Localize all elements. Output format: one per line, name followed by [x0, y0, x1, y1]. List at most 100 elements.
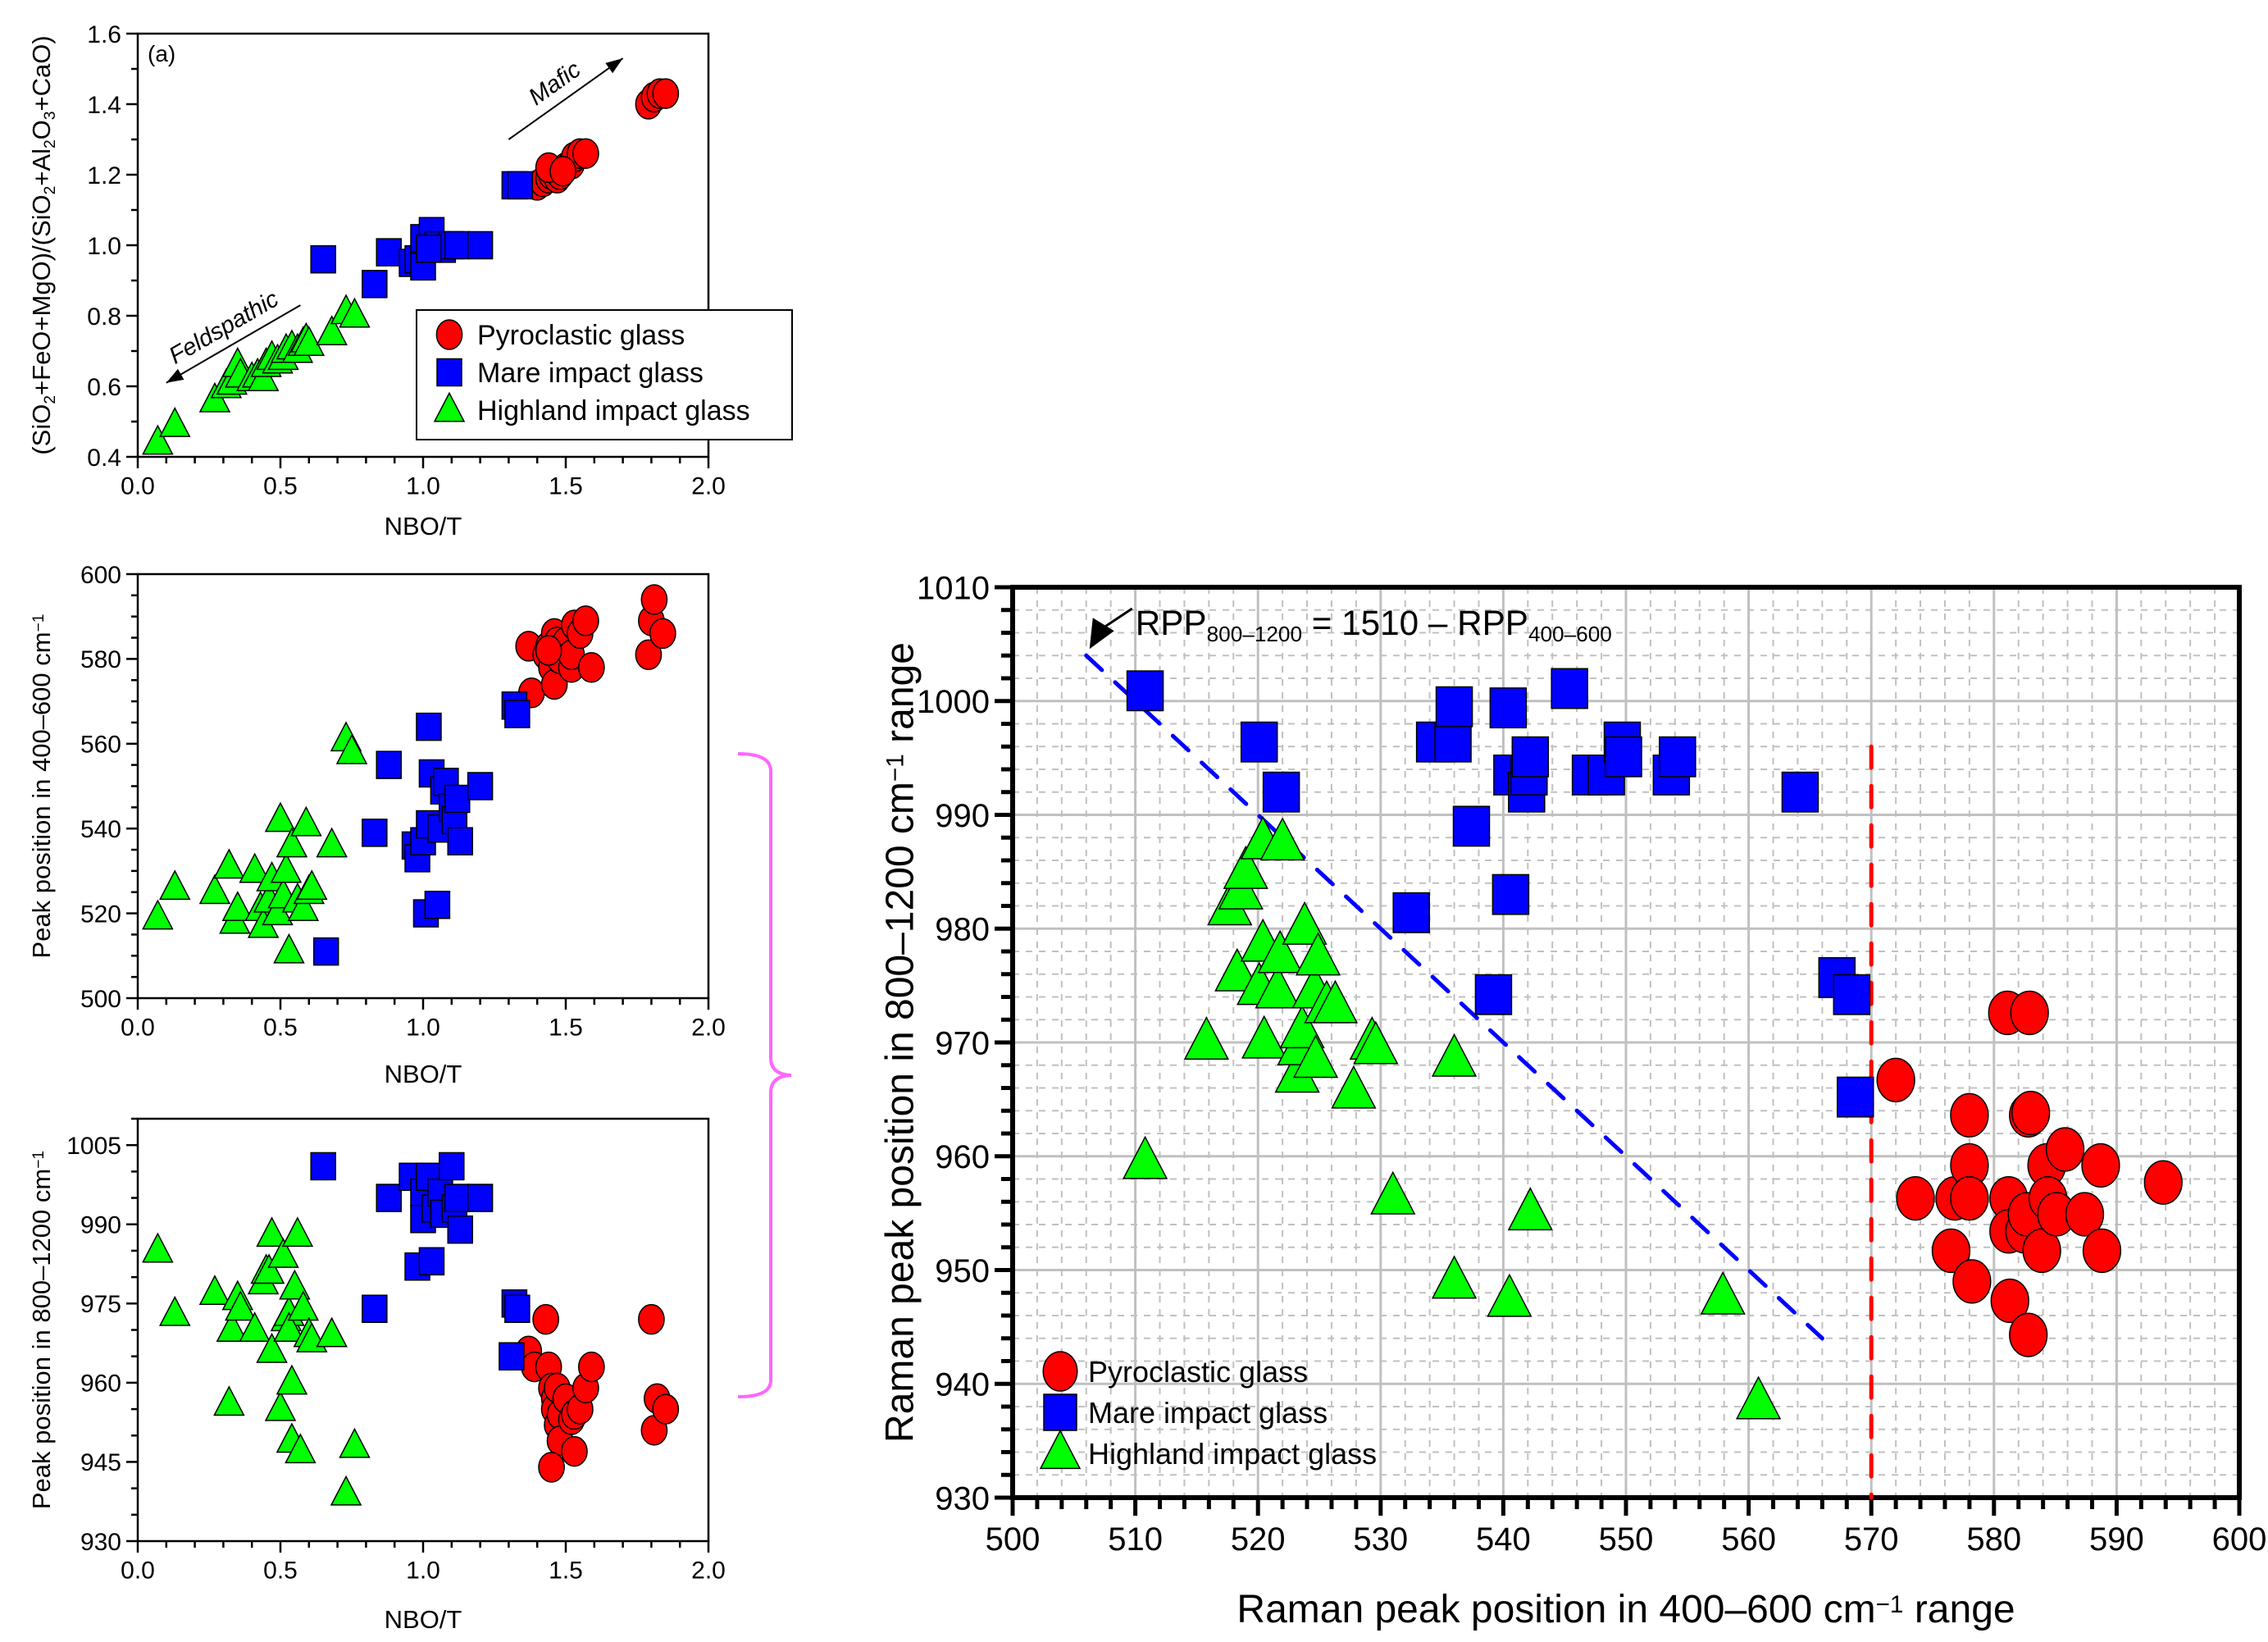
mare-point — [1511, 736, 1550, 778]
x-tick-label: 2.0 — [691, 473, 726, 500]
mare-point — [444, 1184, 471, 1212]
highland-point — [290, 805, 322, 837]
mare-point — [507, 171, 534, 200]
axis-ticks: 0.0 0.5 1.0 1.5 2.0 930 945 960 975 990 1005 — [66, 1117, 726, 1585]
y-axis-title: Raman peak position in 800–1200 cm−1 ran… — [878, 642, 922, 1443]
mare-point — [312, 937, 339, 966]
mare-point — [504, 700, 531, 728]
series-highland — [142, 721, 368, 964]
y-axis-title-part: +CaO) — [27, 35, 56, 111]
y-axis-title-part: Raman peak position in 800–1200 cm — [878, 782, 922, 1443]
series-mare — [1126, 668, 1874, 1118]
mare-point — [499, 1342, 525, 1371]
highland-point — [279, 1269, 311, 1300]
mare-point — [362, 270, 388, 299]
x-tick-label: 510 — [1108, 1521, 1163, 1558]
y-axis-title-part: O — [27, 120, 56, 139]
highland-point — [1241, 1015, 1287, 1059]
highland-point — [142, 424, 174, 455]
annotation-arrow — [166, 304, 301, 384]
pyroclastic-point — [1990, 1278, 2029, 1324]
regression-line — [1084, 653, 1824, 1341]
pyroclastic-point — [2143, 1160, 2183, 1205]
y-axis-title-part: Peak position in 400–600 cm — [27, 632, 56, 958]
y-tick-label: 580 — [80, 646, 121, 673]
mare-point — [310, 244, 336, 274]
pyroclastic-point — [638, 1303, 665, 1335]
x-tick-label: 2.0 — [691, 1558, 726, 1585]
pyroclastic-point — [549, 155, 576, 187]
pyroclastic-point — [538, 1452, 565, 1483]
mare-point — [1434, 721, 1472, 763]
highland-point — [273, 933, 305, 964]
highland-point — [273, 1311, 305, 1343]
highland-point — [256, 1332, 288, 1363]
x-tick-label: 1.0 — [406, 1015, 440, 1042]
highland-point — [1735, 1375, 1782, 1420]
panel-a: 0.0 0.5 1.0 1.5 2.0 0.4 0.6 0.8 1.0 1.2 1.4 1.6 NBO/… — [27, 21, 793, 540]
mare-point — [504, 1294, 531, 1323]
pyroclastic-point — [1950, 1092, 1989, 1138]
mare-point — [444, 230, 471, 260]
y-tick-label: 500 — [80, 986, 121, 1013]
pyroclastic-point — [2065, 1192, 2105, 1237]
y-tick-label: 1.6 — [87, 21, 121, 48]
y-axis-title-part: +FeO+MgO)/(SiO — [27, 194, 56, 395]
pyroclastic-point — [1950, 1175, 1989, 1221]
mare-point — [1435, 686, 1473, 727]
x-tick-label: 590 — [2089, 1521, 2144, 1558]
x-tick-label: 1.0 — [406, 473, 440, 500]
highland-point — [1507, 1187, 1553, 1231]
series-highland — [142, 294, 371, 455]
mare-point — [1605, 736, 1642, 778]
x-tick-label: 0.0 — [121, 1558, 155, 1585]
highland-point — [1183, 1016, 1230, 1060]
highland-point — [287, 891, 320, 921]
mare-point — [439, 1152, 465, 1181]
highland-point — [198, 873, 231, 905]
y-axis-title-part: 3 — [41, 112, 58, 121]
highland-point — [316, 827, 348, 858]
equation-annotation-part: RPP — [1136, 604, 1207, 642]
mare-point — [1474, 974, 1513, 1015]
y-tick-label: 540 — [80, 816, 121, 843]
pyroclastic-point — [640, 584, 668, 615]
highland-point — [159, 1295, 191, 1326]
x-tick-label: 1.0 — [406, 1558, 440, 1585]
highland-point — [1122, 1135, 1168, 1179]
legend-label: Highland impact glass — [1088, 1437, 1377, 1471]
y-axis-title-part: 2 — [41, 395, 58, 404]
x-tick-label: 1.5 — [549, 1558, 583, 1585]
mare-point — [467, 230, 494, 260]
mare-point — [447, 827, 473, 855]
x-tick-label: 2.0 — [691, 1015, 726, 1042]
x-tick-label: 0.5 — [263, 1558, 298, 1585]
y-tick-label: 990 — [935, 798, 990, 834]
series-pyroclastic — [515, 584, 676, 709]
y-axis-title: Peak position in 400–600 cm−1 — [27, 613, 56, 958]
highland-point — [270, 852, 303, 883]
legend: Pyroclastic glass Mare impact glass Highla… — [1039, 1351, 1377, 1471]
series-pyroclastic — [523, 78, 680, 201]
highland-point — [1331, 1065, 1377, 1109]
legend: Pyroclastic glass Mare impact glass Highla… — [416, 309, 793, 440]
highland-point — [264, 801, 297, 832]
equation-annotation-part: 400–600 — [1528, 622, 1612, 646]
x-tick-label: 0.5 — [263, 473, 298, 500]
x-tick-label: 520 — [1231, 1521, 1286, 1558]
highland-point — [142, 1232, 174, 1263]
mare-point — [1240, 721, 1278, 763]
mare-point — [1837, 1076, 1874, 1118]
y-axis-title-part: range — [878, 642, 922, 754]
x-axis-title: NBO/T — [385, 1060, 462, 1088]
mare-point — [1659, 736, 1696, 778]
legend-pyroclastic-icon — [1042, 1351, 1078, 1392]
mare-point — [376, 750, 402, 779]
pyroclastic-point — [2081, 1143, 2120, 1188]
legend-label: Mare impact glass — [1088, 1396, 1328, 1430]
highland-point — [264, 1390, 297, 1421]
y-axis-title-part: Peak position in 800–1200 cm — [27, 1169, 56, 1509]
highland-point — [287, 1290, 320, 1321]
highland-point — [216, 1311, 248, 1343]
